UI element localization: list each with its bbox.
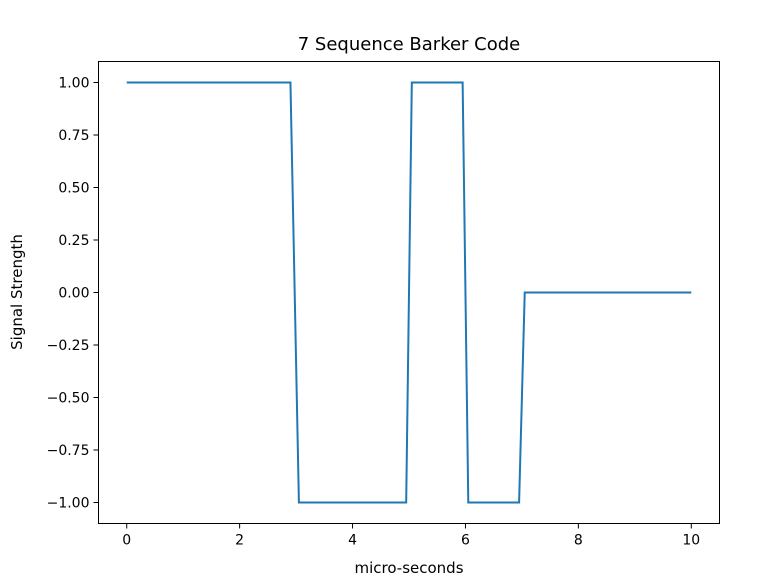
y-tick-label: 1.00 <box>58 76 89 92</box>
x-tick-label: 4 <box>348 533 357 549</box>
y-tick-label: 0.50 <box>58 181 89 197</box>
x-tick-label: 10 <box>682 533 700 549</box>
x-axis: 0 2 4 6 8 10 <box>122 523 700 549</box>
y-tick-label: 0.00 <box>58 286 89 302</box>
y-axis-label: Signal Strength <box>8 234 26 350</box>
y-tick-label: −1.00 <box>47 496 90 512</box>
chart-title: 7 Sequence Barker Code <box>298 34 521 55</box>
y-tick-label: −0.75 <box>47 443 90 459</box>
y-tick-label: −0.50 <box>47 391 90 407</box>
x-tick-label: 6 <box>461 533 470 549</box>
y-tick-label: 0.75 <box>58 128 89 144</box>
x-tick-label: 8 <box>574 533 583 549</box>
x-tick-label: 0 <box>122 533 131 549</box>
y-tick-label: 0.25 <box>58 233 89 249</box>
x-tick-label: 2 <box>235 533 244 549</box>
y-axis: 1.00 0.75 0.50 0.25 0.00 −0.25 −0.50 −0.75 −1.00 <box>47 76 99 512</box>
x-axis-label: micro-seconds <box>354 559 463 577</box>
signal-line <box>126 81 692 504</box>
y-tick-label: −0.25 <box>47 338 90 354</box>
